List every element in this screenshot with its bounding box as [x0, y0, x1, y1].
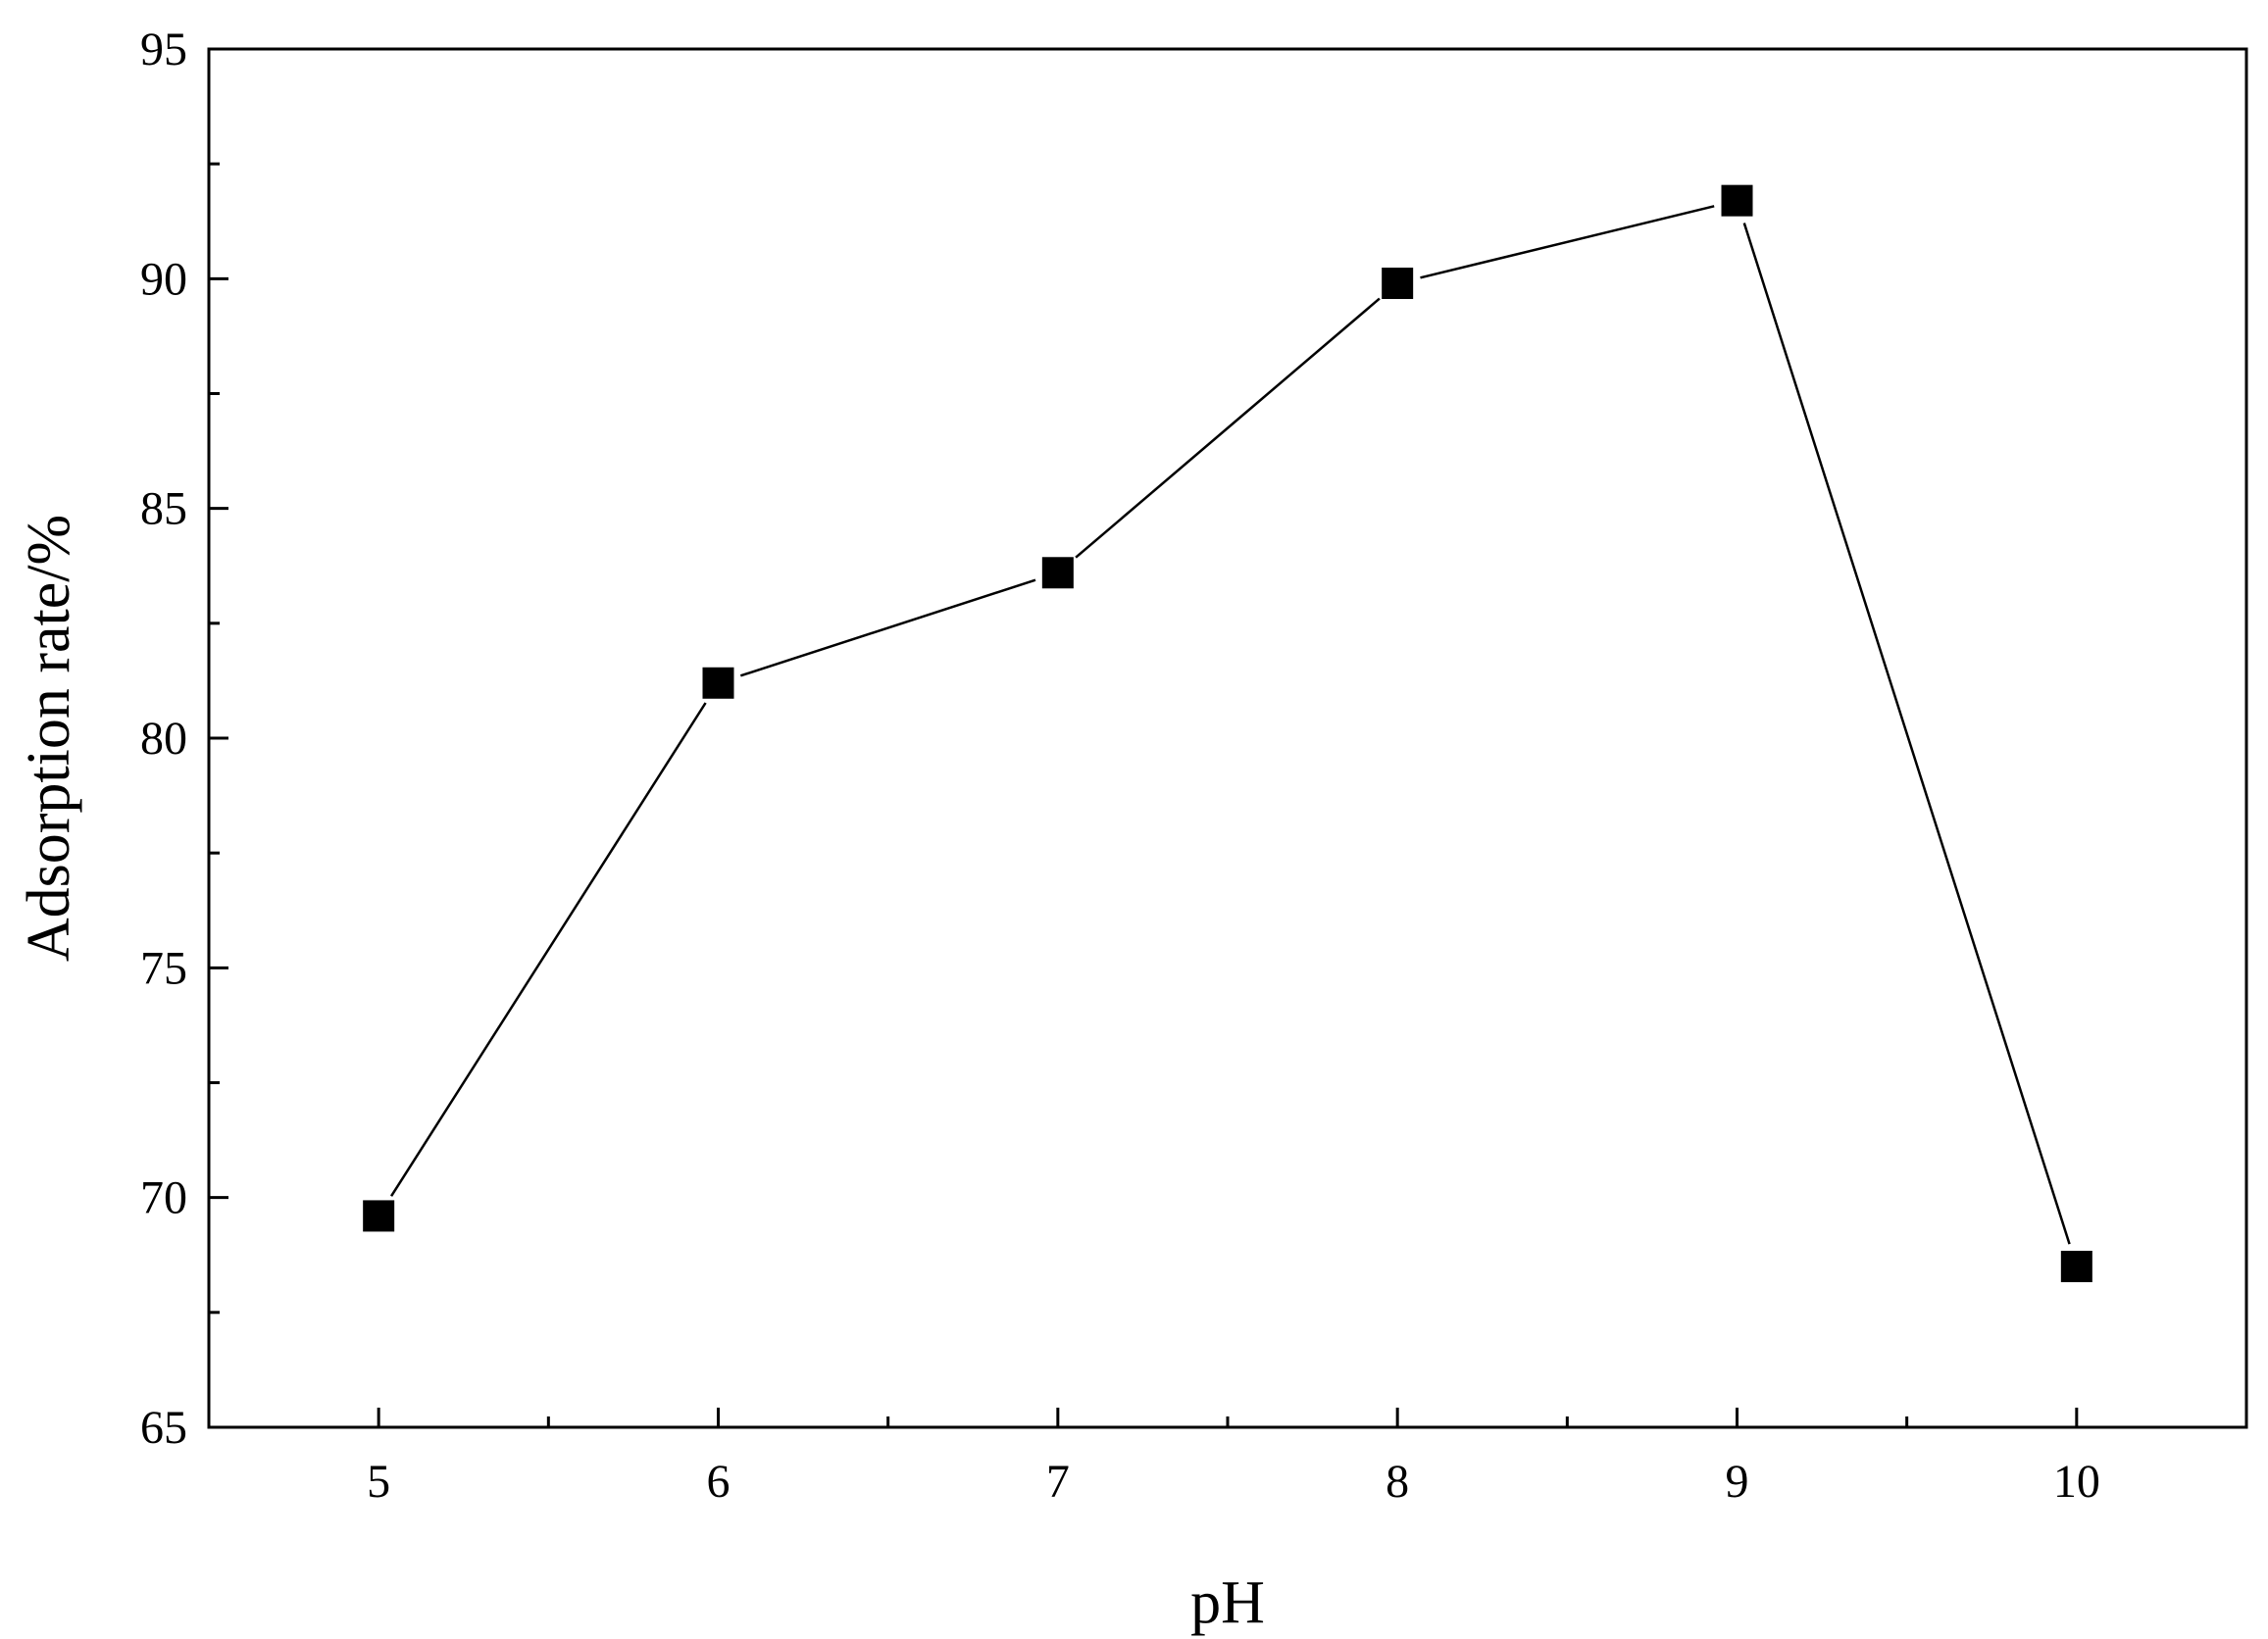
series-line-segment — [1420, 205, 1715, 279]
data-point-marker — [1721, 184, 1753, 217]
y-tick-label: 75 — [140, 942, 187, 994]
y-tick-label: 85 — [140, 483, 187, 535]
y-tick-label: 95 — [140, 24, 187, 75]
x-tick-label: 10 — [2053, 1456, 2100, 1508]
plot-area: 65 70 75 80 85 90 95 5 6 7 8 9 10 — [140, 24, 2248, 1508]
x-tick-label: 7 — [1046, 1456, 1070, 1508]
x-axis-title: pH — [1190, 1569, 1265, 1636]
x-tick-label: 5 — [367, 1456, 390, 1508]
series-line-segment — [1742, 223, 2071, 1245]
data-point-marker — [363, 1200, 395, 1232]
x-tick-label: 8 — [1386, 1456, 1409, 1508]
series-line-segment — [390, 702, 707, 1197]
data-point-marker — [2060, 1250, 2092, 1282]
x-tick-label: 6 — [707, 1456, 731, 1508]
data-point-marker — [1041, 557, 1074, 589]
plot-frame — [207, 47, 2248, 1429]
series-line-segment — [739, 578, 1036, 677]
y-tick-label: 70 — [140, 1172, 187, 1224]
y-tick-label: 65 — [140, 1402, 187, 1454]
y-axis-title: Adsorption rate/% — [16, 515, 82, 962]
data-point-marker — [702, 667, 734, 699]
y-tick-label: 80 — [140, 713, 187, 765]
y-tick-label: 90 — [140, 253, 187, 305]
series-line-segment — [1075, 297, 1381, 559]
x-tick-label: 9 — [1726, 1456, 1749, 1508]
data-point-marker — [1382, 268, 1414, 300]
